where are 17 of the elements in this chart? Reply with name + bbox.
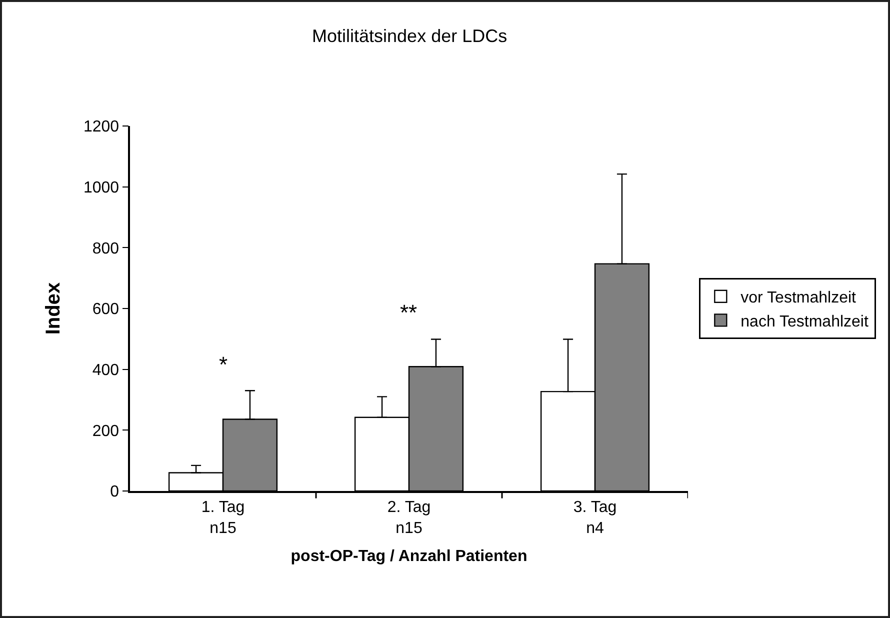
legend-label: nach Testmahlzeit: [740, 313, 869, 330]
annotation: **: [400, 300, 418, 325]
y-tick-label: 400: [92, 362, 120, 379]
x-tick-label: 2. Tag n15: [387, 498, 431, 537]
x-axis-title: post-OP-Tag / Anzahl Patienten: [290, 548, 528, 565]
y-tick-label: 1200: [83, 118, 120, 136]
y-tick-label: 200: [92, 422, 120, 440]
y-tick-label: 1000: [83, 179, 120, 196]
chart-title: Motilitätsindex der LDCs: [312, 26, 508, 46]
y-axis-title: Index: [42, 282, 64, 335]
y-tick-label: 800: [92, 240, 120, 258]
x-tick-label: 1. Tag n15: [201, 498, 245, 537]
legend-label: vor Testmahlzeit: [740, 290, 857, 307]
y-tick-label: 0: [110, 484, 120, 501]
x-tick-label: 3. Tag n4: [573, 498, 617, 537]
y-tick-label: 600: [92, 301, 120, 318]
annotation: *: [219, 352, 228, 377]
